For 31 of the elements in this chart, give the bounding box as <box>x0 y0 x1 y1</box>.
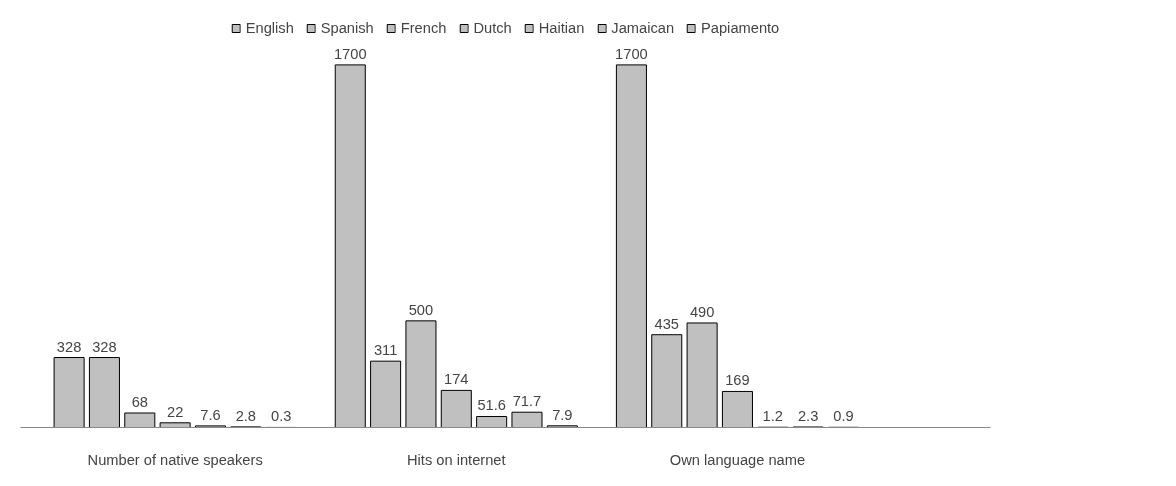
data-label: 7.6 <box>200 406 221 423</box>
legend-label: English <box>245 20 294 36</box>
data-label: 2.8 <box>235 407 257 424</box>
legend-label: Jamaican <box>611 20 675 36</box>
data-label: 435 <box>654 315 680 332</box>
data-label: 490 <box>689 303 715 320</box>
data-label: 22 <box>166 403 184 420</box>
data-label: 1700 <box>333 45 367 62</box>
data-label: 51.6 <box>477 397 506 414</box>
data-label: 174 <box>444 371 469 388</box>
x-tick-label: Hits on internet <box>407 451 506 468</box>
data-label: 7.9 <box>552 406 573 423</box>
data-label: 1.2 <box>762 408 783 425</box>
legend-label: Papiamento <box>701 20 780 36</box>
data-label: 0.9 <box>833 408 854 425</box>
data-label: 2.3 <box>797 408 819 425</box>
legend-label: French <box>400 20 447 36</box>
data-label: 500 <box>408 301 434 318</box>
x-tick-label: Number of native speakers <box>87 451 263 468</box>
data-label: 71.7 <box>512 393 542 410</box>
data-label: 328 <box>92 338 117 355</box>
data-label: 311 <box>373 342 398 359</box>
legend-label: Spanish <box>320 20 374 36</box>
legend-label: Dutch <box>473 20 512 36</box>
data-label: 169 <box>725 372 750 389</box>
data-label: 328 <box>56 338 82 355</box>
data-label: 68 <box>131 394 148 410</box>
data-label: 0.3 <box>270 408 292 425</box>
data-label: 1700 <box>615 45 648 62</box>
x-tick-label: Own language name <box>669 451 806 468</box>
legend-label: Haitian <box>538 20 585 36</box>
